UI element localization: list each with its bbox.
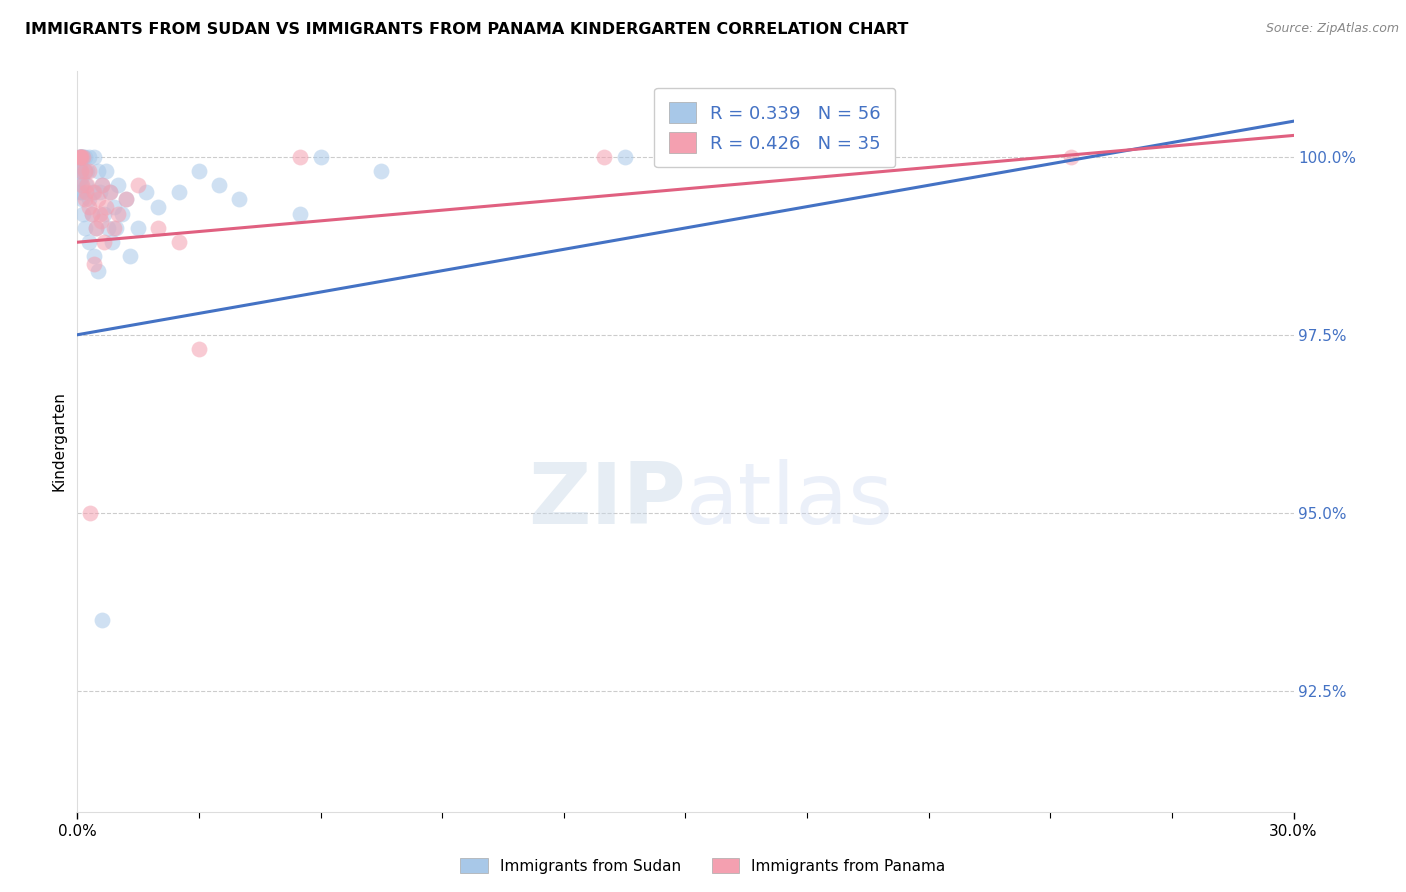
Point — [82, 186, 104, 200]
Point — [148, 200, 170, 214]
Point — [90, 214, 112, 228]
Point — [69, 171, 91, 186]
Point — [79, 506, 101, 520]
Point — [70, 164, 93, 178]
Point — [101, 235, 124, 250]
Y-axis label: Kindergarten: Kindergarten — [51, 392, 66, 491]
Point — [107, 178, 129, 193]
Point — [70, 164, 93, 178]
Point — [83, 186, 105, 200]
Point — [70, 150, 93, 164]
Point — [90, 178, 112, 193]
Point — [127, 221, 149, 235]
Legend: R = 0.339   N = 56, R = 0.426   N = 35: R = 0.339 N = 56, R = 0.426 N = 35 — [654, 87, 896, 168]
Point — [69, 150, 91, 164]
Point — [115, 193, 138, 207]
Point — [67, 164, 90, 178]
Point — [115, 193, 138, 207]
Point — [90, 178, 112, 193]
Point — [107, 207, 129, 221]
Point — [98, 186, 121, 200]
Point — [167, 186, 190, 200]
Point — [290, 207, 312, 221]
Point — [77, 200, 100, 214]
Point — [135, 186, 157, 200]
Point — [70, 150, 93, 164]
Point — [69, 150, 91, 164]
Point — [84, 221, 107, 235]
Point — [75, 164, 97, 178]
Point — [613, 150, 636, 164]
Point — [70, 178, 93, 193]
Point — [188, 342, 211, 356]
Text: Source: ZipAtlas.com: Source: ZipAtlas.com — [1265, 22, 1399, 36]
Point — [72, 150, 94, 164]
Point — [80, 207, 103, 221]
Point — [83, 256, 105, 270]
Point — [75, 150, 97, 164]
Point — [167, 235, 190, 250]
Point — [118, 250, 141, 264]
Point — [70, 193, 93, 207]
Point — [76, 178, 98, 193]
Point — [90, 613, 112, 627]
Point — [80, 207, 103, 221]
Point — [73, 164, 96, 178]
Point — [69, 157, 91, 171]
Point — [86, 193, 108, 207]
Point — [67, 186, 90, 200]
Point — [70, 150, 93, 164]
Text: atlas: atlas — [686, 459, 893, 542]
Point — [93, 207, 115, 221]
Point — [77, 193, 100, 207]
Point — [208, 178, 231, 193]
Point — [69, 150, 91, 164]
Point — [103, 221, 125, 235]
Point — [75, 178, 97, 193]
Point — [98, 186, 121, 200]
Point — [103, 200, 125, 214]
Point — [79, 150, 101, 164]
Point — [83, 150, 105, 164]
Point — [72, 207, 94, 221]
Point — [104, 221, 127, 235]
Point — [84, 221, 107, 235]
Point — [70, 150, 93, 164]
Point — [72, 150, 94, 164]
Point — [93, 235, 115, 250]
Point — [89, 207, 111, 221]
Point — [97, 221, 120, 235]
Point — [79, 164, 101, 178]
Point — [290, 150, 312, 164]
Point — [111, 207, 134, 221]
Point — [148, 221, 170, 235]
Point — [75, 186, 97, 200]
Legend: Immigrants from Sudan, Immigrants from Panama: Immigrants from Sudan, Immigrants from P… — [454, 852, 952, 880]
Point — [76, 164, 98, 178]
Text: IMMIGRANTS FROM SUDAN VS IMMIGRANTS FROM PANAMA KINDERGARTEN CORRELATION CHART: IMMIGRANTS FROM SUDAN VS IMMIGRANTS FROM… — [25, 22, 908, 37]
Point — [79, 235, 101, 250]
Point — [94, 164, 117, 178]
Point — [86, 164, 108, 178]
Point — [94, 200, 117, 214]
Point — [593, 150, 616, 164]
Point — [86, 263, 108, 277]
Point — [73, 193, 96, 207]
Point — [370, 164, 392, 178]
Point — [67, 150, 90, 164]
Point — [75, 221, 97, 235]
Point — [228, 193, 250, 207]
Point — [309, 150, 332, 164]
Point — [127, 178, 149, 193]
Point — [89, 186, 111, 200]
Point — [69, 150, 91, 164]
Point — [1059, 150, 1081, 164]
Point — [70, 178, 93, 193]
Point — [188, 164, 211, 178]
Point — [70, 186, 93, 200]
Text: ZIP: ZIP — [527, 459, 686, 542]
Point — [67, 150, 90, 164]
Point — [83, 250, 105, 264]
